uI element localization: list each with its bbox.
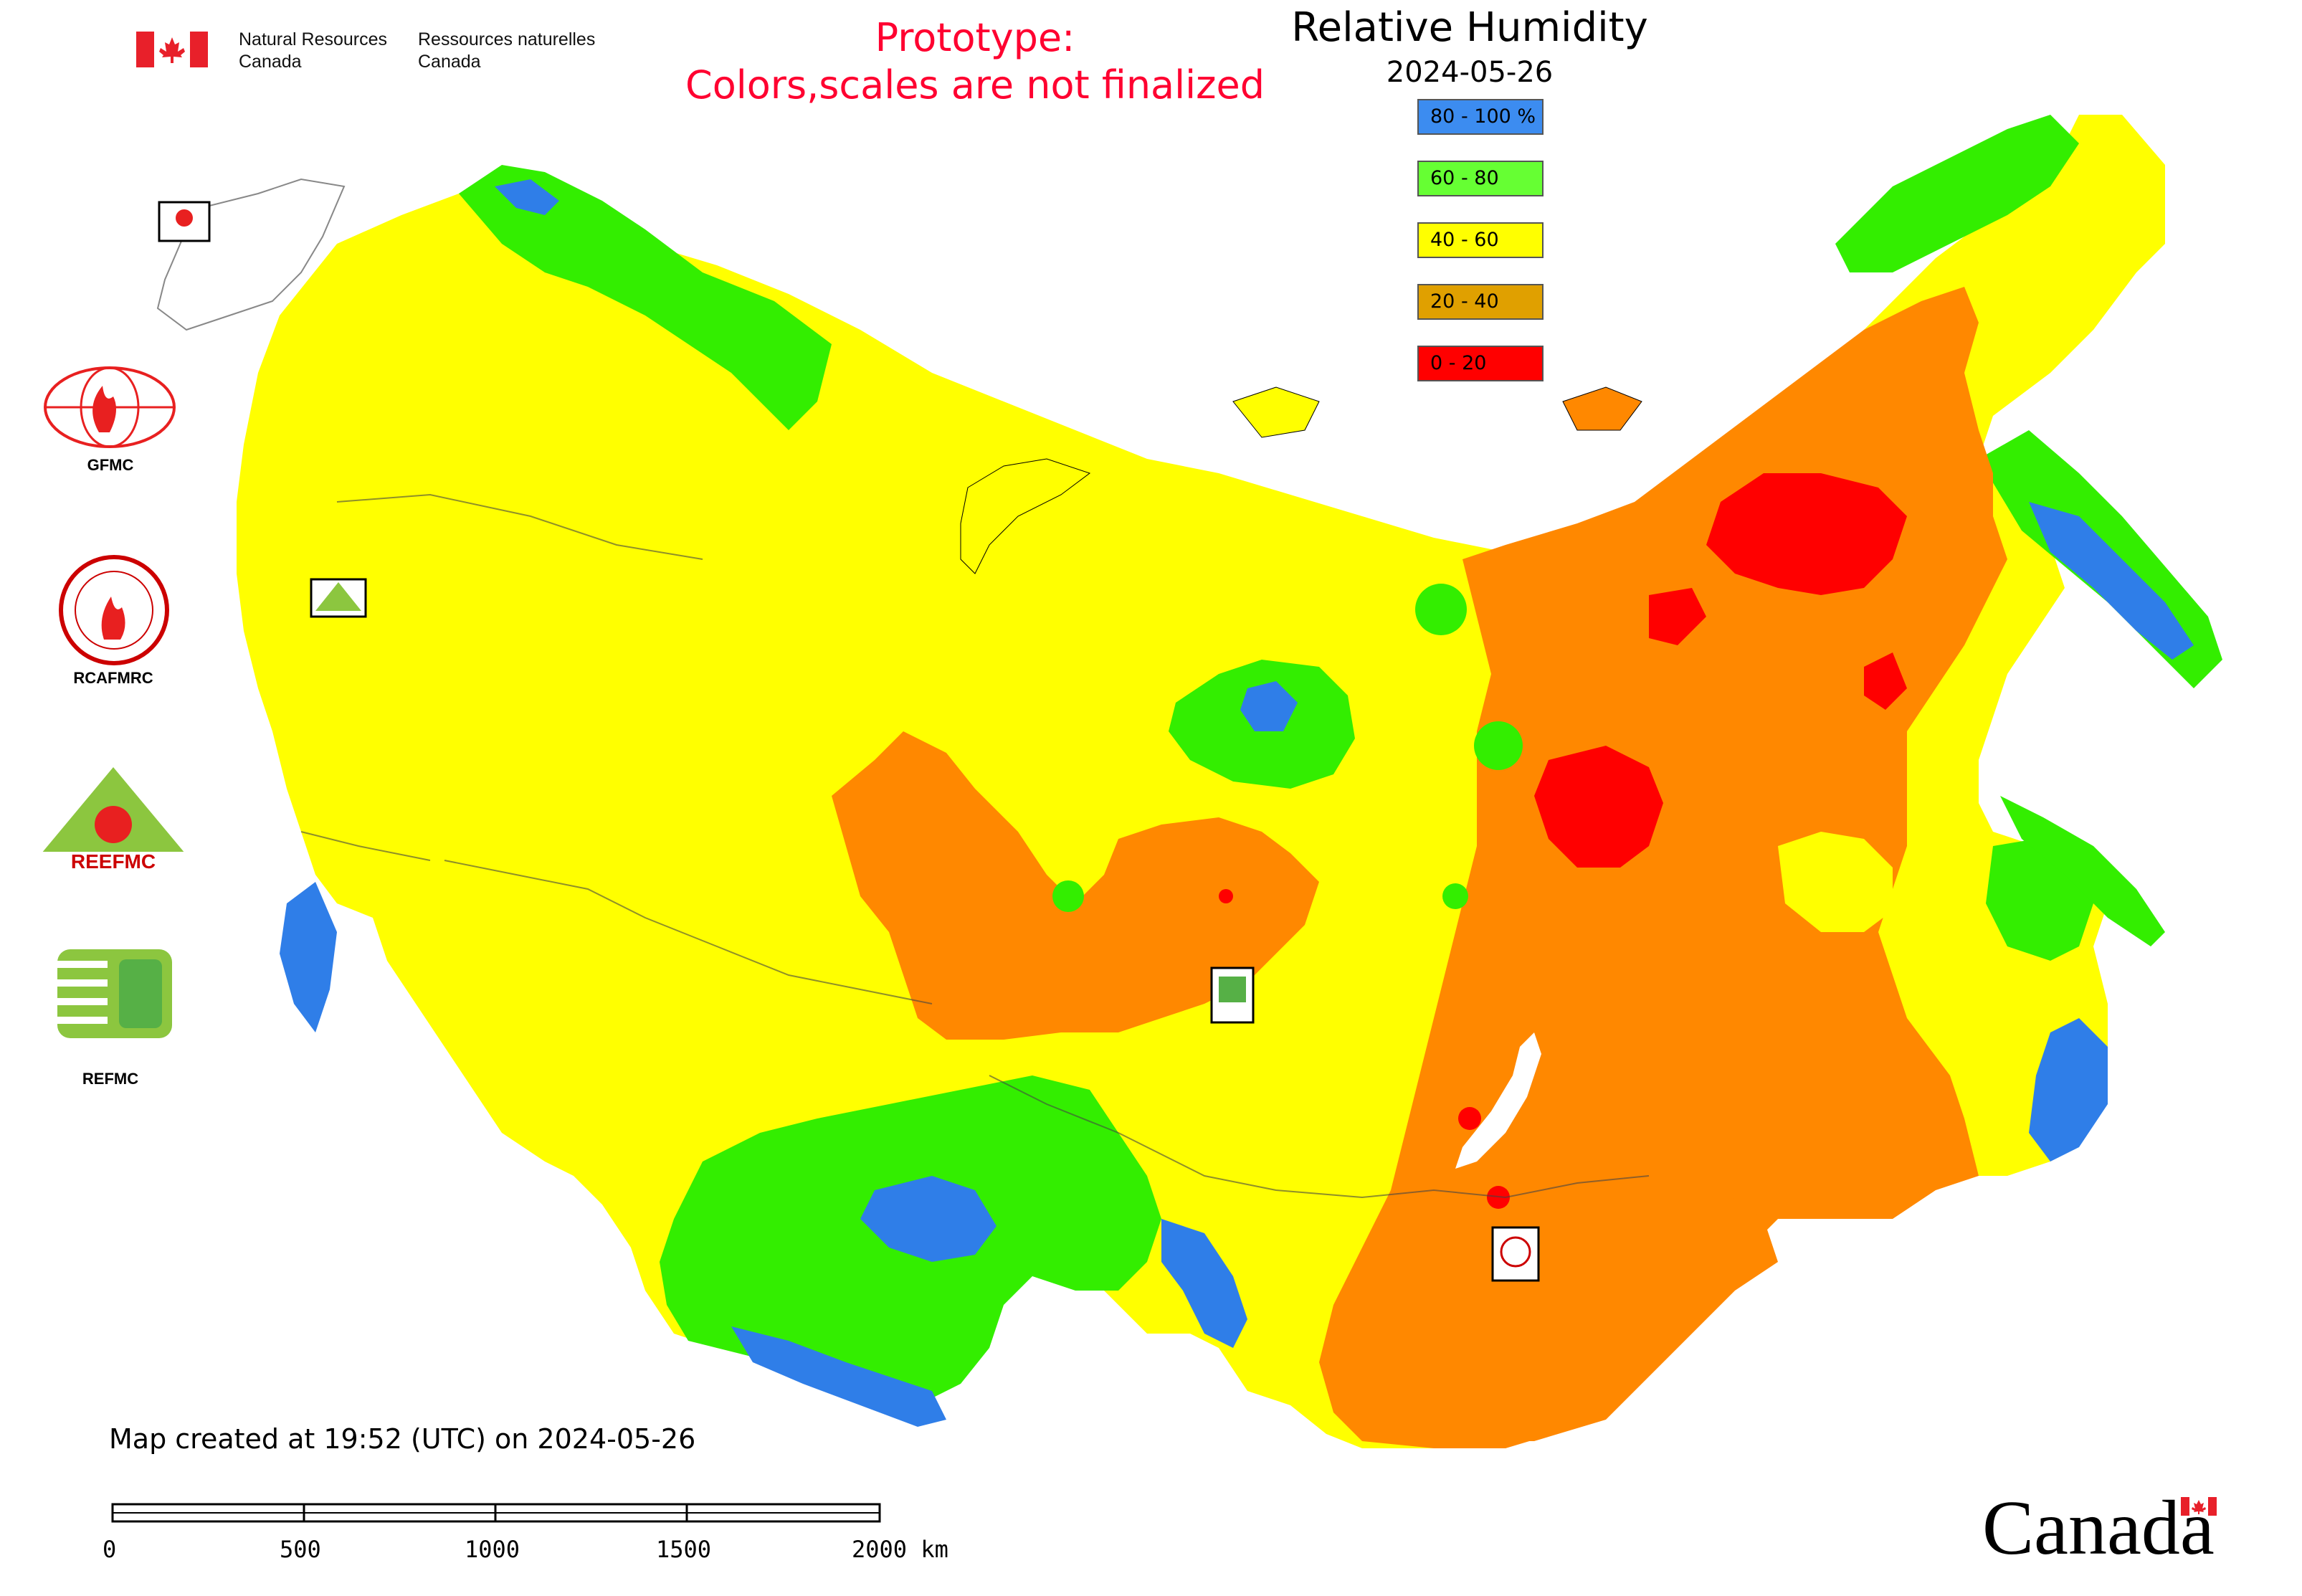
map-created-text: Map created at 19:52 (UTC) on 2024-05-26: [109, 1423, 696, 1455]
reefmc-label: REEFMC: [70, 850, 156, 873]
new-siberian-islands: [1562, 386, 1642, 431]
department-name-fr: Ressources naturelles Canada: [418, 29, 596, 72]
refmc-logo-icon: [57, 949, 172, 1038]
reefmc-logo-icon: [37, 767, 189, 870]
region-sakhalin: [2000, 796, 2165, 946]
badge-refmc-map: [1210, 966, 1255, 1024]
map-date: 2024-05-26: [1386, 56, 1554, 89]
rcafmrc-logo-icon: [59, 555, 169, 665]
region-kamchatka-blue: [2029, 502, 2194, 660]
scale-label-2000: 2000 km: [852, 1536, 948, 1563]
legend-item-0-20: 0 - 20: [1417, 346, 1544, 381]
badge-rcafmrc-map: [1491, 1226, 1540, 1282]
region-chukotka-green: [1835, 115, 2079, 272]
region-central-orange: [832, 731, 1319, 1040]
gfmc-logo-icon: [44, 366, 176, 448]
region-southwest-blue: [731, 1326, 946, 1427]
region-red-yakutia-north: [1706, 473, 1907, 595]
badge-gfmc-map: [158, 201, 211, 242]
region-kola-green: [459, 165, 832, 430]
prototype-notice: Prototype: Colors,scales are not finaliz…: [685, 15, 1265, 108]
region-transbaikal-orange: [1341, 1176, 1778, 1441]
region-siberia-blue: [1240, 681, 1298, 731]
legend-item-60-80: 60 - 80: [1417, 161, 1544, 196]
novaya-zemlya: [960, 458, 1091, 574]
region-red-baikal-west: [1458, 1107, 1481, 1130]
region-primorye-blue: [2029, 1018, 2108, 1162]
region-yakutia-yellow: [1778, 832, 1893, 932]
region-red-central: [1219, 889, 1233, 903]
scale-bar: [111, 1503, 881, 1523]
region-centralasia-blue: [860, 1176, 997, 1262]
admin-boundaries: [300, 493, 1650, 1199]
map-title: Relative Humidity: [1291, 4, 1648, 51]
gfmc-label: GFMC: [87, 456, 134, 474]
wordmark-flag-icon: [2181, 1497, 2217, 1516]
taymyr-islands: [1232, 386, 1320, 438]
canada-wordmark: Canada: [1982, 1486, 2215, 1571]
badge-reefmc-map: [310, 578, 367, 618]
region-altai-blue: [1161, 1219, 1247, 1348]
region-caspian-blue: [280, 882, 337, 1032]
region-green-spot-4: [1442, 883, 1468, 909]
refmc-label: REFMC: [82, 1070, 139, 1088]
region-kola-blue: [495, 179, 559, 215]
region-green-spot-2: [1474, 721, 1523, 770]
region-red-east: [1864, 652, 1907, 710]
rcafmrc-label: RCAFMRC: [73, 669, 153, 687]
canada-flag-icon: [136, 32, 208, 67]
region-green-spot-3: [1052, 880, 1084, 912]
scandinavia-outline: [156, 178, 346, 331]
scale-label-1500: 1500: [656, 1536, 712, 1563]
legend-item-20-40: 20 - 40: [1417, 284, 1544, 320]
department-name-en: Natural Resources Canada: [239, 29, 388, 72]
scale-label-500: 500: [280, 1536, 321, 1563]
legend-item-40-60: 40 - 60: [1417, 222, 1544, 258]
scale-label-1000: 1000: [465, 1536, 520, 1563]
region-red-north: [1649, 588, 1706, 645]
region-green-spot-1: [1415, 584, 1467, 635]
region-red-yakutia-central: [1534, 746, 1663, 868]
scale-label-0: 0: [103, 1536, 117, 1563]
lake-baikal: [1455, 1032, 1541, 1169]
legend-item-80-100: 80 - 100 %: [1417, 99, 1544, 135]
